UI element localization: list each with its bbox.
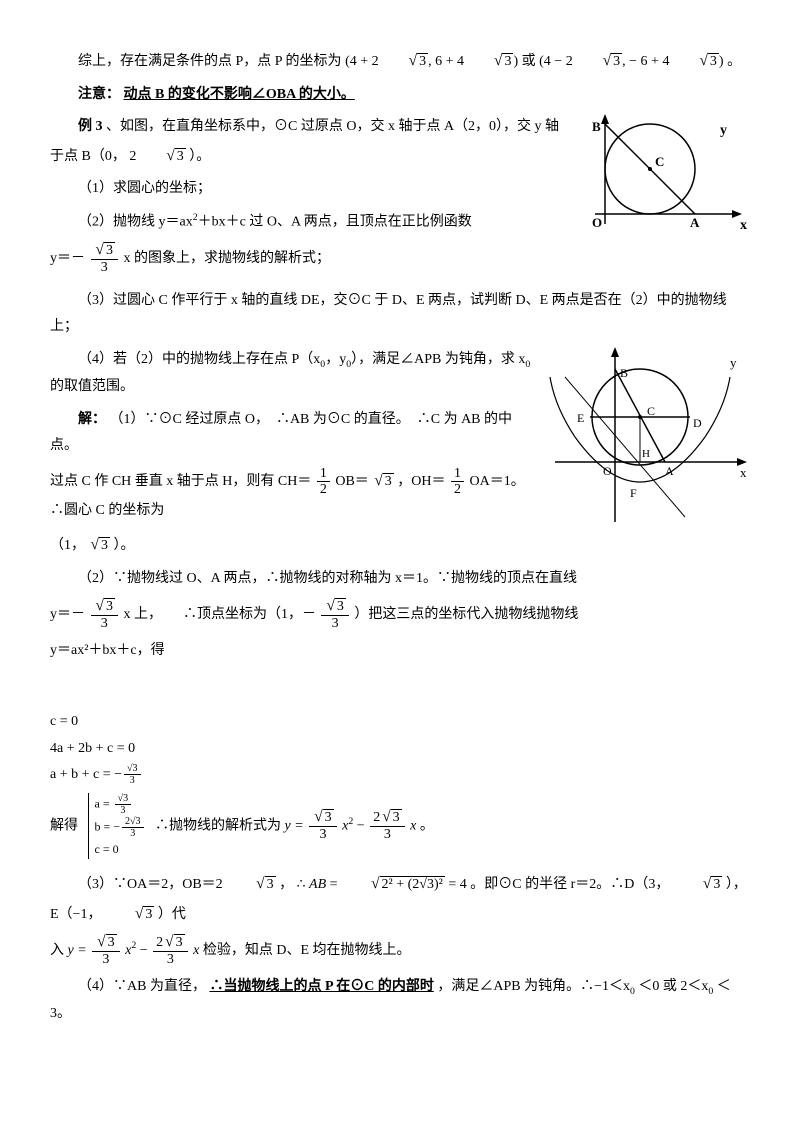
sol-2b: y＝－ 33 x 上， ∴顶点坐标为（1，－ 33 ）把这三点的坐标代入抛物线抛… <box>50 598 750 631</box>
svg-text:x: x <box>740 218 747 233</box>
svg-text:y: y <box>720 123 727 138</box>
q3: （3）过圆心 C 作平行于 x 轴的直线 DE，交⊙C 于 D、E 两点，试判断… <box>50 288 750 341</box>
svg-text:A: A <box>665 464 674 478</box>
system-line <box>50 676 750 703</box>
coord1: (4 + 23, 6 + 43) <box>345 54 518 69</box>
figure-1: y x O A B C <box>570 114 750 244</box>
svg-text:C: C <box>655 154 664 169</box>
svg-text:E: E <box>577 411 584 425</box>
sol-label: 解： <box>78 412 106 427</box>
note-line: 注意： 动点 B 的变化不影响∠OBA 的大小。 <box>50 82 750 109</box>
svg-text:B: B <box>592 119 601 134</box>
note-text: 动点 B 的变化不影响∠OBA 的大小。 <box>124 87 355 102</box>
ex3-label: 例 3 <box>78 119 103 134</box>
svg-text:D: D <box>693 416 702 430</box>
svg-text:H: H <box>642 448 650 460</box>
coord2: (4 − 23, − 6 + 43) <box>539 54 723 69</box>
svg-text:B: B <box>620 366 628 380</box>
svg-text:F: F <box>630 486 637 500</box>
svg-text:C: C <box>647 404 655 418</box>
figure-2: y x O A B C D E F H <box>545 347 750 532</box>
sol-3a: （3）∵OA＝2，OB＝2 3 ， ∴ AB = 2² + (2√3)² = 4… <box>50 869 750 928</box>
text: 综上，存在满足条件的点 P，点 P 的坐标为 <box>78 54 345 69</box>
svg-text:y: y <box>730 355 737 370</box>
sol-3b: 入 y = 33 x2 − 233 x 检验，知点 D、E 均在抛物线上。 <box>50 934 750 967</box>
sol-1c: （1， 3 ）。 <box>50 530 750 560</box>
system-2: a = √33 b = −2√33 c = 0 <box>88 793 146 859</box>
ex3-text: 、如图，在直角坐标系中，⊙C 过原点 O，交 x 轴于点 A（2，0），交 y … <box>50 119 559 164</box>
svg-text:O: O <box>603 464 612 478</box>
svg-text:O: O <box>592 215 602 230</box>
svg-text:A: A <box>690 215 700 230</box>
text: 或 <box>522 54 540 69</box>
q2-line2: y＝－ 33 x 的图象上，求抛物线的解析式； <box>50 242 750 275</box>
summary-line: 综上，存在满足条件的点 P，点 P 的坐标为 (4 + 23, 6 + 43) … <box>50 46 750 76</box>
solve-label: 解得 <box>50 818 78 833</box>
sol-2a: （2）∵抛物线过 O、A 两点，∴抛物线的对称轴为 x＝1。∵抛物线的顶点在直线 <box>50 566 750 593</box>
text: 。 <box>727 54 741 69</box>
note-label: 注意： <box>78 87 120 102</box>
svg-text:x: x <box>740 465 747 480</box>
sol-4: （4）∵AB 为直径， ∴当抛物线上的点 P 在⊙C 的内部时 ，满足∠APB … <box>50 974 750 1028</box>
sol-2c: y＝ax²＋bx＋c，得 <box>50 638 750 665</box>
